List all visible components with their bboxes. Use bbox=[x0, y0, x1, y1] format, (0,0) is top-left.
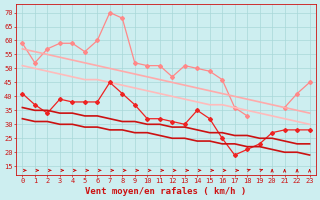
X-axis label: Vent moyen/en rafales ( km/h ): Vent moyen/en rafales ( km/h ) bbox=[85, 187, 247, 196]
